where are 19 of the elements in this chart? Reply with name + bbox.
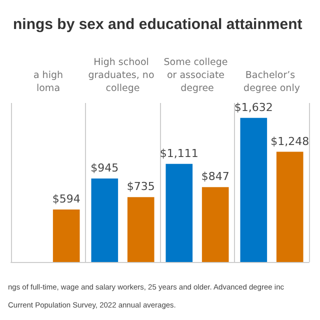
x-tick-label: Bachelor’s degree only [244,70,300,94]
data-label: $847 [201,170,230,184]
x-tick-label: High school graduates, no college [88,57,158,94]
bar [276,152,304,262]
bar [202,187,229,262]
bar [240,118,268,262]
data-label: $735 [126,180,155,194]
data-label: $594 [52,192,80,206]
x-tick-label: Some college or associate degree [164,57,231,94]
bar [52,210,80,262]
chart-title: nings by sex and educational attainment [13,16,302,33]
x-tick-label: a high loma [33,70,64,94]
bar [127,197,154,262]
data-label: $1,248 [270,134,310,148]
data-label: $1,632 [234,100,273,114]
bar [166,164,193,262]
data-label: $1,111 [160,146,198,160]
data-label: $945 [90,162,119,175]
bar [91,178,118,262]
